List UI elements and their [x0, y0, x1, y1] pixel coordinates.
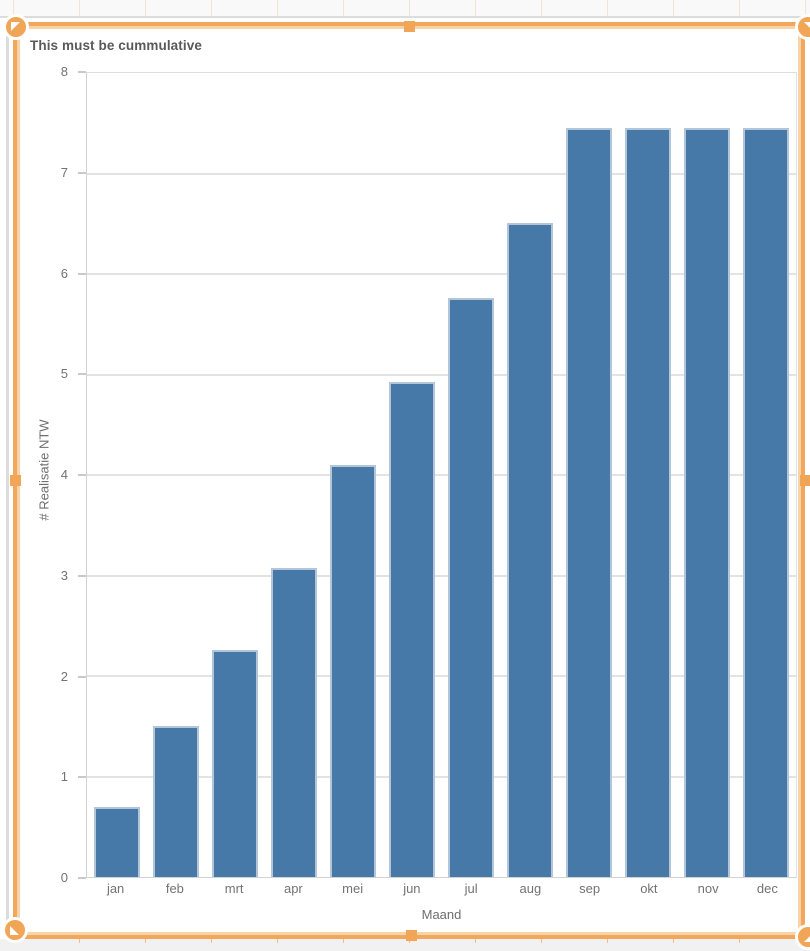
bar-slot-feb — [146, 73, 205, 877]
bar-okt[interactable] — [625, 128, 672, 877]
bar-slot-aug — [501, 73, 560, 877]
y-tick-label-8: 8 — [60, 64, 68, 79]
y-tick-label-5: 5 — [60, 366, 68, 382]
x-tick-label-mei: mei — [342, 881, 364, 896]
bar-aug[interactable] — [507, 222, 554, 877]
gridline-5 — [87, 373, 796, 376]
bar-feb[interactable] — [152, 726, 199, 877]
bar-slot-dec — [737, 73, 796, 877]
bar-jul[interactable] — [448, 298, 494, 877]
gridline-6 — [87, 273, 796, 275]
edit-grid-top-strip — [0, 0, 810, 16]
resize-handle-bottom-left[interactable] — [2, 917, 28, 943]
x-tick-label-jun: jun — [403, 881, 421, 896]
bar-mei[interactable] — [329, 464, 376, 877]
plot-area — [86, 72, 797, 878]
gridline-7 — [87, 172, 796, 175]
y-tick-label-3: 3 — [60, 567, 68, 583]
gridline-4 — [87, 474, 796, 476]
bar-sep[interactable] — [566, 128, 613, 877]
edit-grid-bottom-strip — [0, 939, 810, 951]
y-tick-mark-2 — [78, 675, 86, 678]
gridline-3 — [87, 574, 796, 577]
x-tick-label-apr: apr — [283, 881, 303, 896]
x-tick-label-jan: jan — [106, 881, 125, 896]
bar-jan[interactable] — [93, 806, 140, 877]
resize-handle-top-left[interactable] — [3, 14, 29, 40]
bar-slot-mei — [323, 73, 382, 877]
y-tick-label-6: 6 — [60, 265, 68, 281]
x-tick-label-jul: jul — [464, 881, 478, 896]
y-tick-label-0: 0 — [60, 870, 68, 885]
grid-cell-outline-top — [0, 16, 810, 18]
chart-title: This must be cummulative — [30, 38, 202, 53]
resize-handle-bottom[interactable] — [406, 930, 417, 941]
bar-slot-apr — [264, 73, 323, 877]
y-axis: 0 1 2 3 4 5 6 7 8 — [0, 64, 86, 885]
bar-mrt[interactable] — [211, 649, 258, 877]
resize-arrow-icon — [11, 22, 20, 31]
x-tick-label-mrt: mrt — [224, 881, 244, 896]
bars-layer — [87, 73, 796, 877]
x-axis-title: Maand — [421, 907, 462, 922]
resize-handle-right[interactable] — [800, 475, 810, 486]
resize-handle-top[interactable] — [404, 21, 415, 32]
x-axis: jan feb mrt apr mei jun jul aug sep okt nov dec — [86, 881, 797, 897]
y-tick-label-1: 1 — [60, 769, 68, 785]
resize-arrow-icon — [10, 926, 19, 935]
y-tick-label-4: 4 — [60, 467, 68, 482]
bar-apr[interactable] — [270, 568, 317, 877]
y-tick-mark-7 — [78, 171, 86, 174]
bar-slot-okt — [619, 73, 678, 877]
y-tick-mark-0 — [78, 877, 86, 879]
bar-dec[interactable] — [743, 128, 790, 877]
x-tick-label-aug: aug — [519, 881, 542, 896]
bar-slot-nov — [678, 73, 737, 877]
bar-slot-jun — [382, 73, 441, 877]
resize-arrow-icon — [804, 22, 810, 31]
x-tick-label-feb: feb — [165, 881, 184, 896]
resize-handle-left[interactable] — [10, 475, 21, 486]
y-tick-mark-5 — [78, 373, 86, 376]
bar-slot-mrt — [205, 73, 264, 877]
grid-cell-outline-left — [6, 16, 9, 926]
x-tick-label-nov: nov — [697, 881, 719, 896]
bar-jun[interactable] — [388, 381, 435, 877]
bar-slot-jan — [87, 73, 146, 877]
y-tick-label-2: 2 — [60, 668, 68, 684]
x-tick-label-dec: dec — [756, 881, 778, 896]
resize-arrow-icon — [804, 933, 810, 942]
y-tick-label-7: 7 — [60, 164, 68, 180]
y-tick-mark-8 — [78, 71, 86, 73]
y-tick-mark-6 — [78, 272, 86, 275]
gridline-2 — [87, 675, 796, 677]
bar-slot-jul — [441, 73, 500, 877]
x-tick-label-sep: sep — [579, 881, 601, 896]
y-tick-mark-3 — [78, 574, 86, 577]
x-tick-label-okt: okt — [640, 881, 658, 896]
y-tick-mark-4 — [78, 474, 86, 476]
gridline-1 — [87, 775, 796, 778]
y-tick-mark-1 — [78, 776, 86, 779]
bar-slot-sep — [560, 73, 619, 877]
bar-nov[interactable] — [684, 128, 731, 877]
